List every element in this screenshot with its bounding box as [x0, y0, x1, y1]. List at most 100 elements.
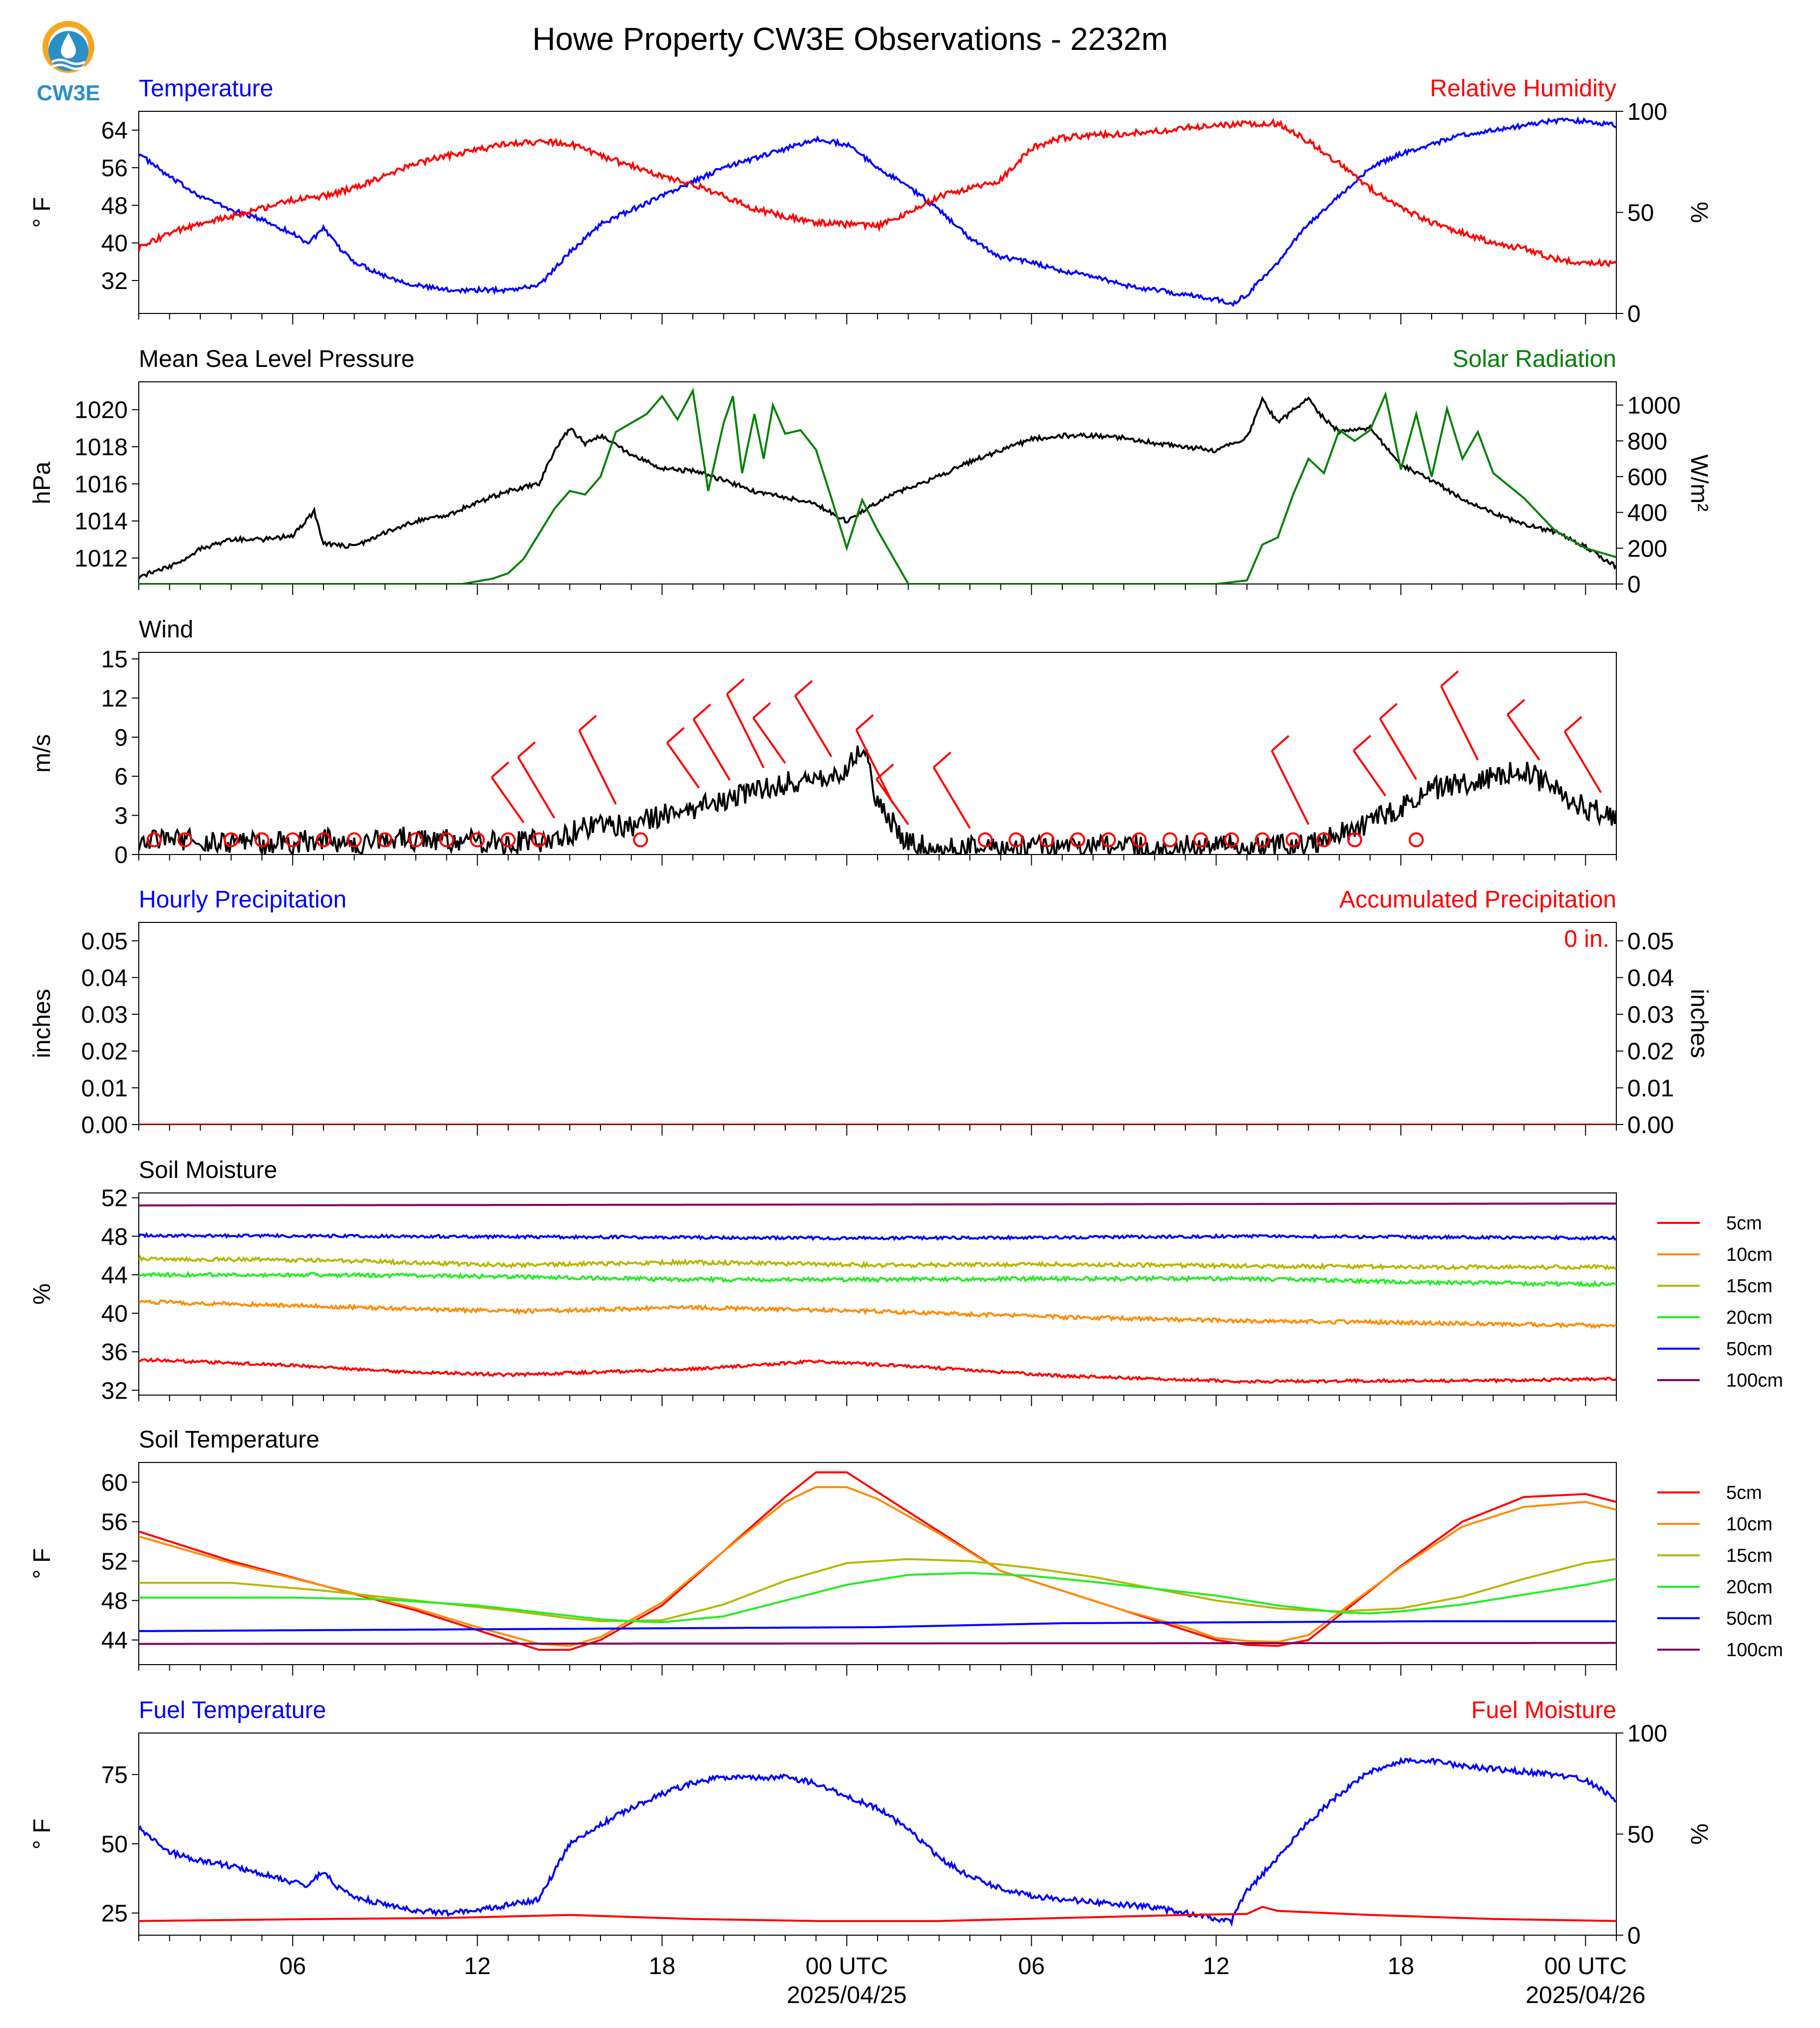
y-tick-label-right: 600 — [1627, 464, 1667, 491]
series-line-10cm — [139, 1299, 1616, 1329]
y-tick-label-right: 0 — [1627, 301, 1641, 327]
y-tick-label-left: 64 — [101, 118, 128, 144]
legend-label: 20cm — [1726, 1307, 1773, 1328]
y-tick-label-left: 32 — [101, 268, 128, 294]
x-tick-date-label: 2025/04/26 — [1525, 1982, 1645, 2009]
wind-barb — [1352, 750, 1387, 797]
calm-wind-circle — [1285, 832, 1301, 848]
panel-title-left: Temperature — [139, 75, 273, 102]
x-tick-label: 12 — [464, 1953, 491, 1980]
y-tick-label-left: 56 — [101, 1509, 128, 1536]
y-tick-label-left: 0.05 — [81, 928, 128, 955]
legend-label: 50cm — [1726, 1339, 1773, 1360]
wind-barb-flag — [876, 763, 895, 780]
calm-wind-circle — [1039, 832, 1055, 848]
wind-barb — [932, 767, 971, 829]
legend-label: 50cm — [1726, 1608, 1773, 1629]
wind-barb-flag — [693, 703, 711, 720]
y-tick-label-right: 1000 — [1627, 393, 1681, 419]
y-tick-label-left: 56 — [101, 155, 128, 182]
wind-barb-flag — [1379, 703, 1398, 720]
y-tick-label-left: 44 — [101, 1628, 128, 1654]
logo-text: CW3E — [36, 81, 100, 105]
wind-barb — [1271, 750, 1310, 825]
wind-barb-flag — [794, 680, 813, 697]
y-tick-label-right: 100 — [1627, 1721, 1667, 1747]
legend-label: 5cm — [1726, 1213, 1762, 1234]
y-tick-label-right: 50 — [1627, 1822, 1654, 1848]
legend-label: 100cm — [1726, 1370, 1783, 1391]
calm-wind-circle — [1409, 832, 1424, 848]
calm-wind-circle — [177, 832, 193, 848]
calm-wind-circle — [1008, 832, 1024, 848]
wind-barb-flag — [933, 751, 951, 768]
legend-label: 15cm — [1726, 1276, 1773, 1297]
series-line-20cm — [139, 1572, 1616, 1624]
wind-barb-flag — [1271, 735, 1290, 752]
calm-wind-circle — [1162, 832, 1178, 848]
calm-wind-circle — [377, 832, 393, 848]
y-tick-label-left: 0.01 — [81, 1075, 128, 1102]
calm-wind-circle — [1132, 832, 1147, 848]
wind-barb-flag — [517, 741, 536, 758]
y-tick-label-left: 15 — [101, 646, 128, 673]
y-tick-label-left: 1020 — [74, 397, 128, 424]
plot-frame — [138, 381, 1617, 584]
y-tick-label-right: 0.02 — [1627, 1039, 1674, 1065]
y-tick-label-left: 52 — [101, 1549, 128, 1575]
series-line-100cm — [139, 1202, 1616, 1207]
wind-barb — [578, 730, 617, 805]
y-tick-label-left: 9 — [114, 725, 128, 751]
wind-barb-flag — [666, 727, 685, 744]
panel-fuel: Fuel Temperature Fuel Moisture 25 50 75 0 50 10… — [29, 1697, 1712, 2009]
wind-barb-flag — [579, 715, 597, 732]
y-tick-label-right: 800 — [1627, 428, 1667, 455]
x-tick-label: 00 UTC — [1544, 1953, 1627, 1980]
page-title: Howe Property CW3E Observations - 2232m — [532, 21, 1168, 57]
legend-label: 10cm — [1726, 1514, 1773, 1535]
series-line-fuel-temperature — [139, 1756, 1616, 1927]
y-tick-label-left: 75 — [101, 1762, 128, 1788]
plot-frame — [138, 111, 1617, 314]
x-tick-label: 00 UTC — [806, 1953, 888, 1980]
wind-barb — [491, 777, 525, 824]
x-tick-label: 12 — [1203, 1953, 1229, 1980]
y-tick-label-right: 0 — [1627, 572, 1641, 598]
calm-wind-circle — [224, 832, 239, 848]
y-tick-label-left: 0.03 — [81, 1002, 128, 1028]
wind-barb-flag — [726, 678, 745, 695]
y-tick-label-right: 0.01 — [1627, 1075, 1674, 1102]
y-axis-label-left: % — [29, 1283, 55, 1305]
y-tick-label-left: 44 — [101, 1262, 128, 1289]
series-line-5cm — [139, 1357, 1616, 1384]
y-tick-label-right: 0 — [1627, 1923, 1641, 1949]
panel-title-left: Mean Sea Level Pressure — [139, 346, 414, 372]
legend-label: 5cm — [1726, 1482, 1762, 1503]
wind-barb — [726, 693, 765, 769]
panel-pressure_solar: Mean Sea Level Pressure Solar Radiation 10… — [29, 346, 1712, 598]
wind-barb — [666, 742, 700, 789]
x-tick-date-label: 2025/04/25 — [787, 1982, 907, 2009]
series-line-10cm — [139, 1486, 1616, 1647]
y-axis-label-right: % — [1686, 1823, 1712, 1845]
legend-label: 10cm — [1726, 1244, 1773, 1265]
y-axis-label-left: hPa — [29, 461, 55, 504]
y-tick-label-left: 12 — [101, 685, 128, 712]
y-tick-label-left: 0.00 — [81, 1112, 128, 1139]
y-tick-label-left: 52 — [101, 1185, 128, 1212]
series-line-temperature — [139, 116, 1616, 307]
calm-wind-circle — [977, 832, 993, 848]
wind-barb-flag — [1564, 716, 1582, 733]
y-tick-label-left: 1012 — [74, 546, 128, 572]
legend-label: 15cm — [1726, 1545, 1773, 1566]
calm-wind-circle — [1254, 832, 1270, 848]
y-axis-label-left: inches — [29, 989, 55, 1058]
y-axis-label-right: W/m² — [1686, 454, 1712, 512]
y-tick-label-right: 0.03 — [1627, 1002, 1674, 1028]
y-tick-label-left: 48 — [101, 1224, 128, 1250]
x-tick-label: 06 — [280, 1953, 306, 1980]
panel-title-left: Soil Moisture — [139, 1157, 277, 1183]
y-tick-label-right: 200 — [1627, 536, 1667, 562]
y-tick-label-left: 48 — [101, 193, 128, 219]
y-tick-label-left: 40 — [101, 1301, 128, 1327]
